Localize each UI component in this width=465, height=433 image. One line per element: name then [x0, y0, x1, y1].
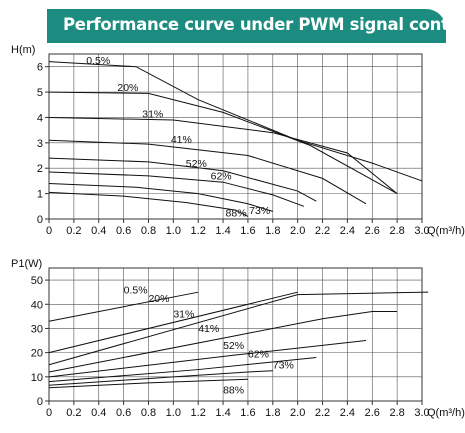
- chart-title: Performance curve under PWM signal contr…: [63, 15, 465, 34]
- chart2-x-tick-label: 0: [46, 407, 52, 419]
- chart2-duty-cycle-label: 88%: [223, 385, 244, 397]
- chart2-y-axis-label: P1(W): [11, 258, 42, 270]
- chart-title-banner: Performance curve under PWM signal contr…: [47, 9, 465, 43]
- chart2-x-tick-label: 0.4: [91, 407, 106, 419]
- chart1-x-tick-label: 0.8: [141, 225, 156, 237]
- chart1-x-tick-label: 3.0: [414, 225, 429, 237]
- chart1-x-tick-label: 1.8: [265, 225, 280, 237]
- chart2-x-tick-label: 1.4: [215, 407, 230, 419]
- chart2-y-tick-label: 30: [31, 323, 43, 335]
- chart2-series-line-6: [48, 356, 317, 383]
- chart1-series-line-8: [48, 191, 249, 217]
- chart1-x-tick-label: 1.6: [240, 225, 255, 237]
- chart2-duty-cycle-label: 52%: [223, 340, 244, 352]
- chart1-plot-frame: [48, 53, 423, 220]
- chart1-series-line-1: [48, 61, 423, 182]
- chart1-x-tick-label: 2.4: [340, 225, 355, 237]
- chart1-x-tick-label: 2.8: [389, 225, 404, 237]
- chart2-series-line-4: [48, 311, 398, 373]
- chart1-y-tick-label: 2: [37, 163, 43, 175]
- chart1-series-line-3: [48, 116, 398, 195]
- chart1-x-tick-label: 0: [46, 225, 52, 237]
- chart2-y-tick-label: 0: [37, 396, 43, 408]
- chart2-x-tick-label: 2.2: [315, 407, 330, 419]
- chart1-duty-cycle-label: 41%: [171, 134, 192, 146]
- chart2-x-tick-label: 1.0: [166, 407, 181, 419]
- chart1-y-tick-label: 1: [37, 189, 43, 201]
- chart1-series-line-7: [48, 182, 273, 212]
- chart2-series-line-2: [48, 291, 298, 354]
- chart1-x-tick-label: 2.2: [315, 225, 330, 237]
- chart2-x-tick-label: 1.2: [191, 407, 206, 419]
- chart2-plot-frame: [48, 267, 423, 402]
- chart1-x-tick-label: 0.6: [116, 225, 131, 237]
- chart2-series-line-5: [48, 340, 367, 378]
- chart1-series-line-4: [48, 139, 367, 205]
- chart2-x-tick-label: 1.6: [240, 407, 255, 419]
- chart2-x-tick-label: 1.8: [265, 407, 280, 419]
- chart1-x-tick-label: 1.2: [191, 225, 206, 237]
- chart1-duty-cycle-label: 73%: [249, 205, 270, 217]
- chart2-duty-cycle-label: 20%: [148, 293, 169, 305]
- chart2-series-line-3: [48, 291, 429, 366]
- chart1-x-axis-label: Q(m³/h): [427, 225, 465, 237]
- chart1-x-tick-label: 1.0: [166, 225, 181, 237]
- chart1-x-tick-label: 0.2: [66, 225, 81, 237]
- chart2-series-line-8: [48, 378, 248, 389]
- chart2-y-tick-label: 10: [31, 372, 43, 384]
- chart2-y-tick-label: 20: [31, 348, 43, 360]
- chart1-duty-cycle-label: 52%: [186, 158, 207, 170]
- chart1-duty-cycle-label: 31%: [142, 108, 163, 120]
- chart1-x-tick-label: 0.4: [91, 225, 106, 237]
- chart1-duty-cycle-label: 20%: [117, 82, 138, 94]
- chart1-series-line-5: [48, 157, 317, 202]
- chart2-x-tick-label: 2.4: [340, 407, 355, 419]
- chart2-y-tick-label: 40: [31, 299, 43, 311]
- chart1-y-tick-label: 3: [37, 138, 43, 150]
- chart1-y-tick-label: 4: [37, 112, 43, 124]
- chart1-duty-cycle-label: 62%: [211, 171, 232, 183]
- chart2-x-axis-label: Q(m³/h): [427, 407, 465, 419]
- chart1-y-tick-label: 6: [37, 62, 43, 74]
- chart2-x-tick-label: 2.6: [365, 407, 380, 419]
- chart2-duty-cycle-label: 41%: [198, 323, 219, 335]
- chart1-series-line-6: [48, 171, 305, 207]
- chart2-y-tick-label: 50: [31, 275, 43, 287]
- chart1-y-axis-label: H(m): [11, 44, 35, 56]
- chart1-duty-cycle-label: 0.5%: [86, 55, 110, 67]
- chart2-duty-cycle-label: 73%: [273, 359, 294, 371]
- chart1-y-tick-label: 0: [37, 214, 43, 226]
- chart1-x-tick-label: 2.6: [365, 225, 380, 237]
- chart1-y-tick-label: 5: [37, 87, 43, 99]
- chart2-x-tick-label: 2.0: [290, 407, 305, 419]
- chart2-duty-cycle-label: 0.5%: [124, 284, 148, 296]
- chart2-x-tick-label: 0.2: [66, 407, 81, 419]
- chart2-series-line-1: [48, 291, 199, 322]
- chart2-x-tick-label: 2.8: [389, 407, 404, 419]
- chart1-x-tick-label: 2.0: [290, 225, 305, 237]
- chart1-duty-cycle-label: 88%: [226, 207, 247, 219]
- chart1-series-line-2: [48, 91, 398, 195]
- chart2-x-tick-label: 0.8: [141, 407, 156, 419]
- chart2-duty-cycle-label: 31%: [173, 309, 194, 321]
- chart1-x-tick-label: 1.4: [215, 225, 230, 237]
- chart2-x-tick-label: 3.0: [414, 407, 429, 419]
- chart2-duty-cycle-label: 62%: [248, 348, 269, 360]
- chart2-series-line-7: [48, 370, 273, 386]
- chart2-x-tick-label: 0.6: [116, 407, 131, 419]
